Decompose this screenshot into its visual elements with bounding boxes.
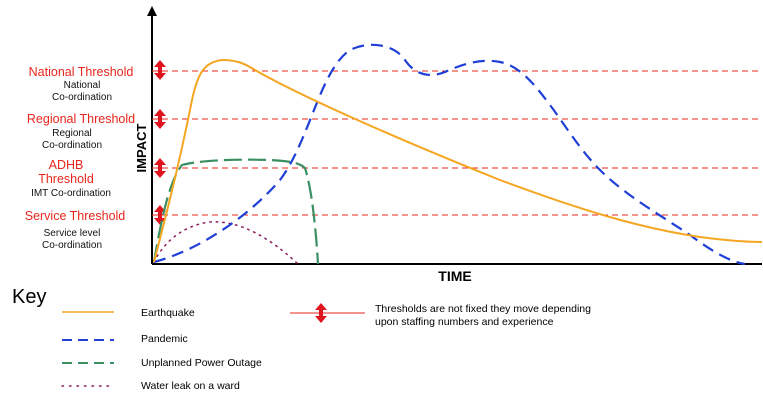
x-axis-label: TIME <box>438 268 471 284</box>
national-threshold-label: National Threshold <box>28 65 134 79</box>
key-power-outage-label: Unplanned Power Outage <box>141 357 262 369</box>
key-threshold-note: Thresholds are not fixed they move depen… <box>375 303 591 328</box>
national-coordination-label: National Co-ordination <box>51 80 113 103</box>
earthquake-curve <box>153 58 763 263</box>
key-title: Key <box>12 286 47 308</box>
adhb-coordination-label: IMT Co-ordination <box>31 188 111 199</box>
service-coordination-label: Service level Co-ordination <box>41 228 103 251</box>
service-threshold-label: Service Threshold <box>24 209 126 223</box>
adhb-threshold-label: ADHB Threshold <box>38 158 94 186</box>
power-outage-curve <box>152 158 320 265</box>
key-earthquake-label: Earthquake <box>141 307 195 319</box>
y-axis-arrow-icon <box>147 6 157 16</box>
pandemic-curve <box>153 43 746 266</box>
national-threshold-arrow-icon <box>154 60 166 80</box>
water-leak-curve <box>153 221 299 265</box>
y-axis-label: IMPACT <box>134 124 149 173</box>
regional-threshold-label: Regional Threshold <box>26 112 136 126</box>
key-water-leak-label: Water leak on a ward <box>141 380 240 392</box>
key-pandemic-label: Pandemic <box>141 333 188 345</box>
regional-coordination-label: Regional Co-ordination <box>41 128 103 151</box>
